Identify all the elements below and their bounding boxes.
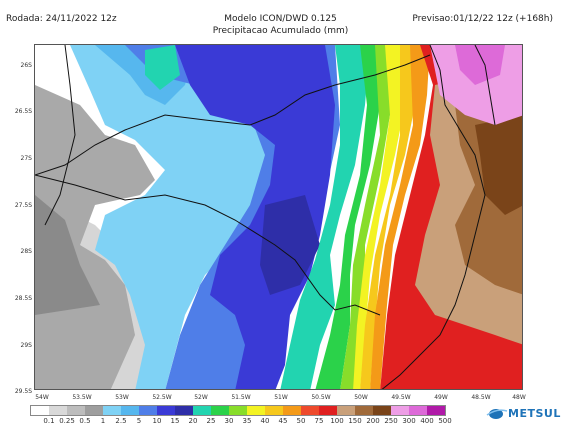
colorbar-swatch [355,406,373,415]
brand-logo: METSUL [486,406,561,420]
lat-label: 29.5S [14,388,32,395]
lon-label: 48.5W [471,394,491,401]
globe-swoosh-icon [486,409,508,419]
boundary-lines [35,45,496,389]
field-gray-dark [35,195,100,315]
colorbar-swatch [31,406,49,415]
colorbar-swatch [121,406,139,415]
coastline-north [474,45,496,126]
brand-name: METSUL [508,406,561,420]
colorbar-label: 40 [260,417,270,425]
colorbar-label: 45 [278,417,288,425]
lon-label: 54W [35,394,49,401]
precipitation-field [35,45,522,389]
field-orange [370,45,430,389]
colorbar-swatch [301,406,319,415]
colorbar-swatch [427,406,445,415]
lon-label: 48W [512,394,526,401]
field-teal-patch [145,45,180,90]
field-orange-yellow [360,45,420,389]
precipitation-colorbar [30,405,446,416]
lat-label: 28S [20,248,32,255]
colorbar-label: 1 [100,417,106,425]
colorbar-label: 300 [402,417,416,425]
field-green [315,45,380,389]
colorbar-label: 75 [314,417,324,425]
colorbar-swatch [229,406,247,415]
field-light-blue [70,45,305,389]
lon-label: 52W [194,394,208,401]
field-gray-mid [35,85,155,389]
colorbar-label: 20 [188,417,198,425]
colorbar-label: 0.1 [43,417,55,425]
state-border-north [35,54,431,176]
colorbar-swatch [103,406,121,415]
colorbar-swatch [337,406,355,415]
field-yellow [353,45,410,389]
lon-label: 53W [115,394,129,401]
lon-label: 49.5W [391,394,411,401]
colorbar-label: 5 [136,417,142,425]
colorbar-swatch [373,406,391,415]
colorbar-label: 2.5 [115,417,127,425]
lat-label: 26.5S [14,108,32,115]
colorbar-label: 0.25 [59,417,75,425]
colorbar-swatch [193,406,211,415]
field-magenta [455,45,505,85]
colorbar-label: 0.5 [79,417,91,425]
colorbar-swatch [409,406,427,415]
colorbar-swatch [157,406,175,415]
state-border-inner [44,45,76,226]
state-border-south [35,174,381,316]
colorbar-label: 200 [366,417,380,425]
lat-label: 27S [20,155,32,162]
colorbar-swatch [283,406,301,415]
field-dark-blue [175,45,335,389]
colorbar-label: 150 [348,417,362,425]
colorbar-label: 50 [296,417,306,425]
colorbar-label: 250 [384,417,398,425]
model-title: Modelo ICON/DWD 0.125 [224,14,337,24]
precipitation-map [34,44,523,390]
colorbar-swatch [67,406,85,415]
colorbar-label: 15 [170,417,180,425]
colorbar-label: 400 [420,417,434,425]
colorbar-label: 35 [242,417,252,425]
colorbar-swatch [85,406,103,415]
run-label: Rodada: 24/11/2022 12z [6,14,117,24]
lon-label: 50.5W [311,394,331,401]
colorbar-swatch [319,406,337,415]
coastline [381,45,486,389]
colorbar-label: 100 [330,417,344,425]
colorbar-swatch [247,406,265,415]
colorbar-swatch [49,406,67,415]
colorbar-label: 10 [152,417,162,425]
field-dark-brown [475,115,522,215]
colorbar-swatch [211,406,229,415]
lon-label: 53.5W [72,394,92,401]
colorbar-label: 25 [206,417,216,425]
colorbar-swatch [175,406,193,415]
lat-label: 29S [20,342,32,349]
model-subtitle: Precipitacao Acumulado (mm) [212,26,349,36]
lat-label: 28.5S [14,295,32,302]
colorbar-label: 30 [224,417,234,425]
lon-label: 52.5W [152,394,172,401]
colorbar-label: 500 [438,417,452,425]
lon-label: 51W [274,394,288,401]
field-teal [280,45,370,389]
colorbar-swatch [391,406,409,415]
lon-label: 50W [354,394,368,401]
lon-label: 51.5W [231,394,251,401]
forecast-label: Previsao:01/12/22 12z (+168h) [412,14,553,24]
colorbar-swatch [265,406,283,415]
colorbar-swatch [139,406,157,415]
lat-label: 26S [20,62,32,69]
field-yellow-green [340,45,390,389]
lat-label: 27.5S [14,202,32,209]
field-navy [260,195,320,295]
lon-label: 49W [434,394,448,401]
